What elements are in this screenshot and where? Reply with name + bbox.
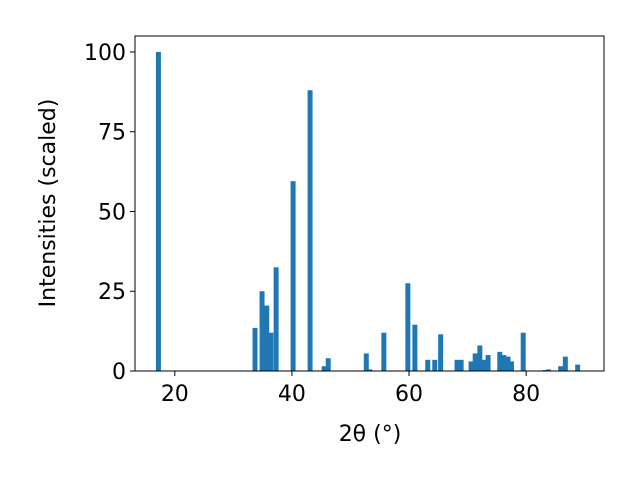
bar bbox=[405, 283, 411, 371]
bar bbox=[497, 351, 503, 371]
x-tick-label: 40 bbox=[278, 382, 306, 407]
plot-frame bbox=[134, 35, 605, 372]
bar bbox=[273, 267, 279, 371]
bar bbox=[425, 359, 431, 371]
bar bbox=[412, 324, 418, 371]
y-tick-label: 50 bbox=[98, 200, 126, 225]
bar bbox=[477, 345, 483, 371]
bar bbox=[545, 369, 551, 371]
bar bbox=[472, 353, 478, 371]
bar bbox=[155, 51, 161, 371]
y-tick-label: 75 bbox=[98, 121, 126, 146]
bar bbox=[458, 359, 464, 371]
bar bbox=[363, 353, 369, 371]
bar bbox=[252, 327, 258, 371]
x-tick-label: 20 bbox=[161, 382, 189, 407]
bar bbox=[432, 359, 438, 371]
bar bbox=[290, 181, 296, 371]
bar bbox=[485, 355, 491, 371]
bar bbox=[482, 359, 488, 371]
bar bbox=[505, 356, 511, 371]
bar bbox=[268, 332, 274, 371]
bar bbox=[501, 355, 507, 371]
bar bbox=[321, 366, 327, 371]
bar bbox=[264, 305, 270, 371]
bar bbox=[325, 358, 331, 371]
y-axis-label: Intensities (scaled) bbox=[36, 99, 61, 308]
y-tick-label: 0 bbox=[112, 360, 126, 385]
bar bbox=[558, 366, 564, 371]
bar bbox=[575, 364, 581, 371]
bar bbox=[381, 332, 387, 371]
bar bbox=[367, 369, 373, 371]
bar bbox=[520, 332, 526, 371]
x-tick-label: 60 bbox=[395, 382, 423, 407]
bar bbox=[454, 359, 460, 371]
y-tick-label: 100 bbox=[84, 41, 126, 66]
bar bbox=[508, 361, 514, 371]
bar bbox=[562, 356, 568, 371]
bar bbox=[307, 90, 313, 371]
bar bbox=[259, 291, 265, 371]
x-tick-label: 80 bbox=[512, 382, 540, 407]
bar bbox=[468, 361, 474, 371]
x-axis-label: 2θ (°) bbox=[339, 422, 402, 447]
bar bbox=[438, 334, 444, 371]
y-tick-label: 25 bbox=[98, 280, 126, 305]
